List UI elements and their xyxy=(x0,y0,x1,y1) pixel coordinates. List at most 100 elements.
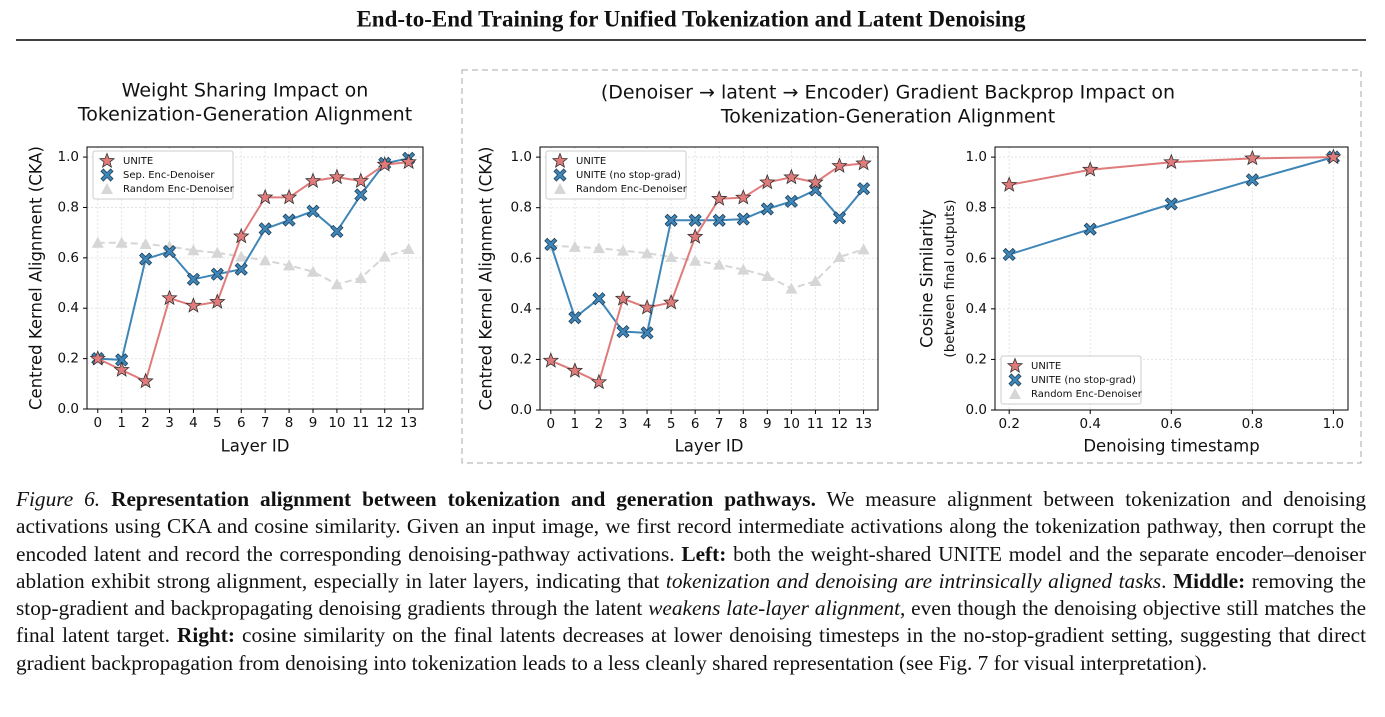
data-marker xyxy=(831,157,848,173)
figure: End-to-End Training for Unified Tokeniza… xyxy=(16,6,1366,464)
data-marker xyxy=(857,182,871,196)
data-marker xyxy=(614,290,632,306)
x-tick-label: 0 xyxy=(93,415,102,431)
caption-run: Figure 6. xyxy=(16,487,101,511)
legend-label: UNITE xyxy=(123,156,153,167)
data-marker xyxy=(662,293,680,310)
data-marker xyxy=(259,254,272,266)
legend-marker xyxy=(1006,357,1024,374)
y-tick-label: 0.2 xyxy=(966,351,987,367)
data-marker xyxy=(566,362,584,378)
data-marker xyxy=(187,244,200,256)
data-marker xyxy=(1163,153,1180,170)
data-marker xyxy=(115,236,128,248)
data-marker xyxy=(736,212,750,226)
x-tick-label: 9 xyxy=(763,416,772,432)
legend-label: Sep. Enc-Denoiser xyxy=(123,170,215,181)
caption-run: , even though the denoising objective st… xyxy=(16,596,1367,648)
data-marker xyxy=(256,188,274,205)
legend-marker xyxy=(101,183,113,194)
x-tick-label: 10 xyxy=(783,416,800,432)
plot-frame xyxy=(994,146,1349,411)
data-marker xyxy=(330,224,344,238)
x-tick-label: 2 xyxy=(595,416,604,432)
chart-title: Tokenization-Generation Alignment xyxy=(77,104,412,126)
x-tick-label: 6 xyxy=(691,416,700,432)
caption-run: tokenization and denoising are intrinsic… xyxy=(665,568,1162,593)
data-marker xyxy=(161,289,178,306)
data-marker xyxy=(234,262,248,276)
data-marker xyxy=(162,244,177,259)
legend-label: Random Enc-Denoiser xyxy=(123,184,235,195)
data-marker xyxy=(783,168,800,185)
legend-box xyxy=(1000,355,1142,405)
caption-run: . xyxy=(1161,568,1174,593)
legend-label: UNITE (no stop-grad) xyxy=(576,170,681,181)
data-marker xyxy=(89,349,106,366)
page-title: End-to-End Training for Unified Tokeniza… xyxy=(356,6,1026,31)
x-tick-label: 5 xyxy=(667,416,676,432)
data-marker xyxy=(590,373,608,390)
legend-marker xyxy=(100,168,114,182)
x-tick-label: 5 xyxy=(213,415,222,431)
data-marker xyxy=(832,211,847,225)
y-tick-label: 0.0 xyxy=(966,402,987,418)
data-marker xyxy=(735,188,752,205)
x-tick-label: 12 xyxy=(831,416,848,432)
data-marker xyxy=(665,251,678,263)
data-marker xyxy=(759,173,776,190)
x-tick-label: 4 xyxy=(189,415,198,431)
legend-marker xyxy=(553,168,567,182)
legend-label: Random Enc-Denoiser xyxy=(576,184,688,195)
x-tick-label: 0.6 xyxy=(1161,416,1182,432)
legend-marker xyxy=(551,152,569,169)
data-marker xyxy=(737,263,750,275)
data-marker xyxy=(664,213,678,227)
legend-label: UNITE xyxy=(576,156,606,167)
data-marker xyxy=(638,298,656,315)
data-marker xyxy=(1001,176,1018,192)
data-marker xyxy=(686,228,704,244)
data-marker xyxy=(592,242,605,254)
plot-frame xyxy=(539,146,879,411)
x-tick-label: 7 xyxy=(715,416,724,432)
series-line xyxy=(97,241,410,286)
legend-marker xyxy=(1008,373,1022,387)
y-tick-label: 1.0 xyxy=(58,149,79,165)
data-marker xyxy=(592,292,606,306)
x-tick-label: 13 xyxy=(855,416,872,432)
y-tick-label: 0.4 xyxy=(58,300,79,316)
data-marker xyxy=(400,153,417,170)
data-marker xyxy=(113,361,130,377)
legend-label: Random Enc-Denoiser xyxy=(1031,389,1143,400)
x-tick-label: 1 xyxy=(571,416,580,432)
x-tick-label: 2 xyxy=(141,415,150,431)
x-tick-label: 12 xyxy=(376,415,393,431)
x-tick-label: 10 xyxy=(328,415,345,431)
y-tick-label: 0.4 xyxy=(966,301,987,317)
data-marker xyxy=(640,326,654,340)
series-line xyxy=(550,244,864,290)
caption: Figure 6. Representation alignment betwe… xyxy=(16,486,1366,677)
data-marker xyxy=(139,252,153,266)
data-marker xyxy=(280,188,298,205)
caption-run: weakens late-layer alignment xyxy=(648,596,900,621)
group-title: Tokenization-Generation Alignment xyxy=(720,106,1055,128)
y-tick-label: 0.0 xyxy=(58,401,79,417)
chart-title: Weight Sharing Impact on xyxy=(122,80,369,102)
y-tick-label: 0.8 xyxy=(58,199,79,215)
x-tick-label: 9 xyxy=(309,415,318,431)
caption-run: removing the stop-gradient and backpropa… xyxy=(16,568,1366,621)
x-tick-label: 11 xyxy=(352,415,369,431)
y-tick-label: 0.6 xyxy=(58,250,79,266)
x-tick-label: 1 xyxy=(117,415,126,431)
x-tick-label: 0.2 xyxy=(998,416,1019,432)
data-marker xyxy=(306,204,320,218)
data-marker xyxy=(185,297,202,313)
x-tick-label: 13 xyxy=(400,415,417,431)
x-axis-label: Layer ID xyxy=(675,437,744,456)
data-marker xyxy=(568,240,581,252)
data-marker xyxy=(1244,149,1261,166)
y-tick-label: 0.8 xyxy=(511,200,532,216)
